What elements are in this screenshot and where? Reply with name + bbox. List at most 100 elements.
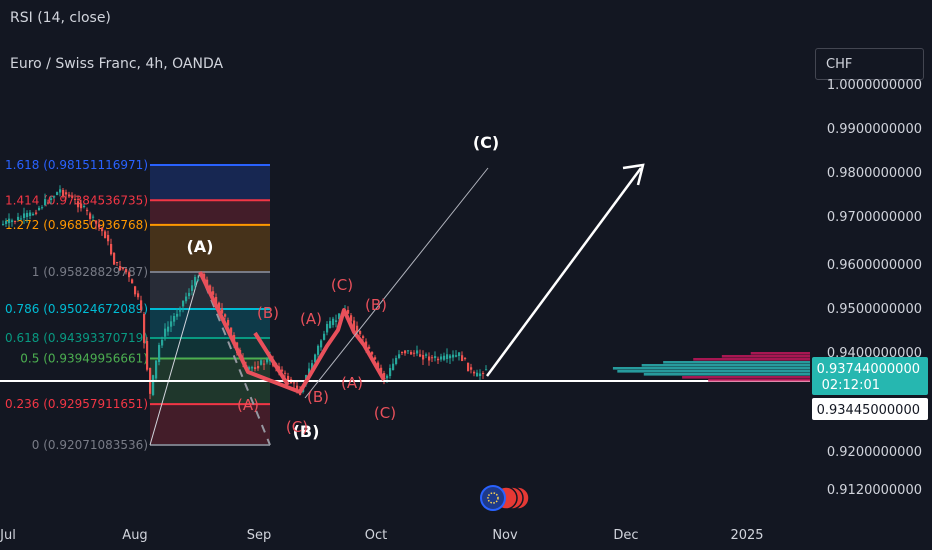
candle-body [20,218,23,220]
price-tick-label: 0.9800000000 [827,166,922,181]
wave-pattern-line [198,271,386,394]
candle-body [389,368,392,376]
candle-body [326,324,329,333]
candle-body [92,216,95,218]
candle-body [437,358,440,361]
target-arrow [485,167,643,377]
volume-profile-bar [708,379,810,382]
candle-body [467,362,470,372]
candle-body [335,320,338,322]
candle-body [449,355,452,359]
fib-level-label: 0.236 (0.92957911651) [5,397,148,411]
wave-label: (A) [341,374,363,392]
candle-body [284,372,287,374]
candle-body [131,279,134,284]
candle-body [116,262,119,263]
candle-body [14,221,17,222]
candle-body [221,308,224,314]
projection-line [304,167,489,399]
horizontal-price-label: 0.93445000000 [817,403,920,418]
candle-body [404,350,407,354]
candle-body [452,354,455,358]
current-price-label: 0.93744000000 [817,362,920,377]
wave-label: (A) [300,310,322,328]
candle-body [323,333,326,340]
indicator-label[interactable]: RSI (14, close) [10,10,111,26]
price-axis[interactable]: 1.0000000000 0.9900000000 0.9800000000 0.97… [812,78,928,498]
candle-body [173,315,176,322]
candle-body [113,253,116,265]
candle-body [98,224,101,228]
candle-body [386,375,389,379]
wave-pattern-line [253,331,290,387]
candle-body [11,220,14,222]
currency-button[interactable]: CHF [815,48,924,80]
candle-body [2,223,5,225]
candle-body [395,357,398,364]
candle-body [410,352,413,355]
candle-body [431,357,434,359]
candle-body [128,272,131,278]
candle-body [95,220,98,224]
candle-body [17,216,20,220]
candle-body [251,367,254,369]
candle-body [347,310,350,314]
fib-zone [150,165,270,201]
candle-body [356,325,359,333]
time-axis[interactable]: Jul Aug Sep Oct Nov Dec 2025 [0,528,764,543]
candle-body [197,279,200,281]
volume-profile-bar [693,358,810,361]
wave-label: (A) [237,396,259,414]
fib-level-label: 1.272 (0.96850936768) [5,218,148,232]
target-arrow-head [622,163,645,186]
time-tick-label: Oct [365,528,387,543]
fib-level-label: 0.5 (0.93949956661) [20,351,148,365]
candle-body [41,207,44,209]
countdown-label: 02:12:01 [822,378,880,393]
symbol-label[interactable]: Euro / Swiss Franc, 4h, OANDA [10,56,224,72]
candle-body [65,192,68,195]
candle-body [254,367,257,370]
volume-profile [612,352,810,382]
candle-body [416,350,419,354]
volume-profile-bar [721,355,810,358]
candle-body [263,363,266,365]
candle-body [422,355,425,360]
candle-body [374,357,377,360]
candle-body [191,285,194,291]
candle-body [371,352,374,355]
candle-body [350,315,353,322]
candle-body [380,367,383,373]
candle-body [134,286,137,295]
candle-body [392,363,395,370]
time-tick-label: 2025 [730,528,763,543]
fib-level-label: 1.414 (0.97384536735) [5,193,148,207]
candle-body [71,196,74,198]
candle-body [74,199,77,200]
drawings[interactable] [0,163,810,399]
candle-body [287,376,290,382]
candle-body [5,220,8,224]
wave-label: (B) [307,388,329,406]
candle-body [413,352,416,354]
candle-body [257,366,260,369]
candle-body [23,213,26,218]
candle-body [170,321,173,327]
candle-body [425,354,428,356]
candle-body [443,355,446,360]
candle-body [89,213,92,219]
candle-body [182,300,185,307]
price-tick-label: 1.0000000000 [827,78,922,93]
candle-body [146,341,149,370]
candle-body [353,320,356,330]
candle-body [209,285,212,291]
fib-zone [150,224,270,272]
fib-level-label: 0 (0.92071083536) [32,438,148,452]
candle-body [482,373,485,374]
fib-trend-line [149,271,201,446]
wave-label: (B) [365,296,387,314]
time-tick-label: Dec [613,528,638,543]
candle-body [143,314,146,343]
volume-profile-bar [663,361,810,364]
